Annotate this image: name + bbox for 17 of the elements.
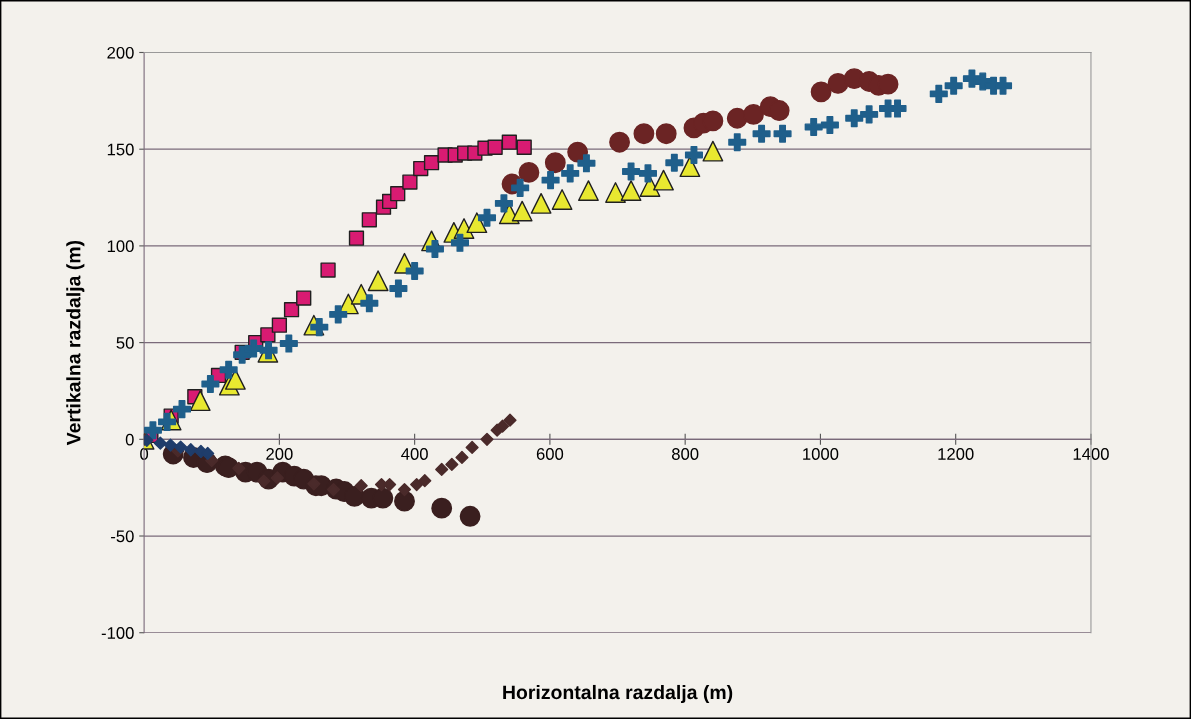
y-tick-label: 150 [107,143,134,156]
y-tick-label: 200 [107,46,134,59]
x-tick-label: 400 [401,448,428,460]
x-tick-label: 0 [140,448,149,460]
y-tick-label: 100 [107,240,134,253]
y-tick-label: -50 [111,530,134,543]
x-tick-label: 600 [536,448,564,460]
y-tick-label: 50 [116,337,134,349]
y-tick-label: -100 [101,627,134,639]
y-tick-label: 0 [125,433,134,446]
x-tick-label: 1200 [938,448,974,460]
x-tick-label: 800 [671,448,699,460]
x-tick-label: 1000 [803,448,839,460]
x-axis-title: Horizontalna razdalja (m) [503,684,733,704]
x-tick-label: 1400 [1073,448,1109,460]
y-axis-title: Vertikalna razdalja (m) [66,240,85,446]
x-tick-label: 200 [266,448,293,460]
